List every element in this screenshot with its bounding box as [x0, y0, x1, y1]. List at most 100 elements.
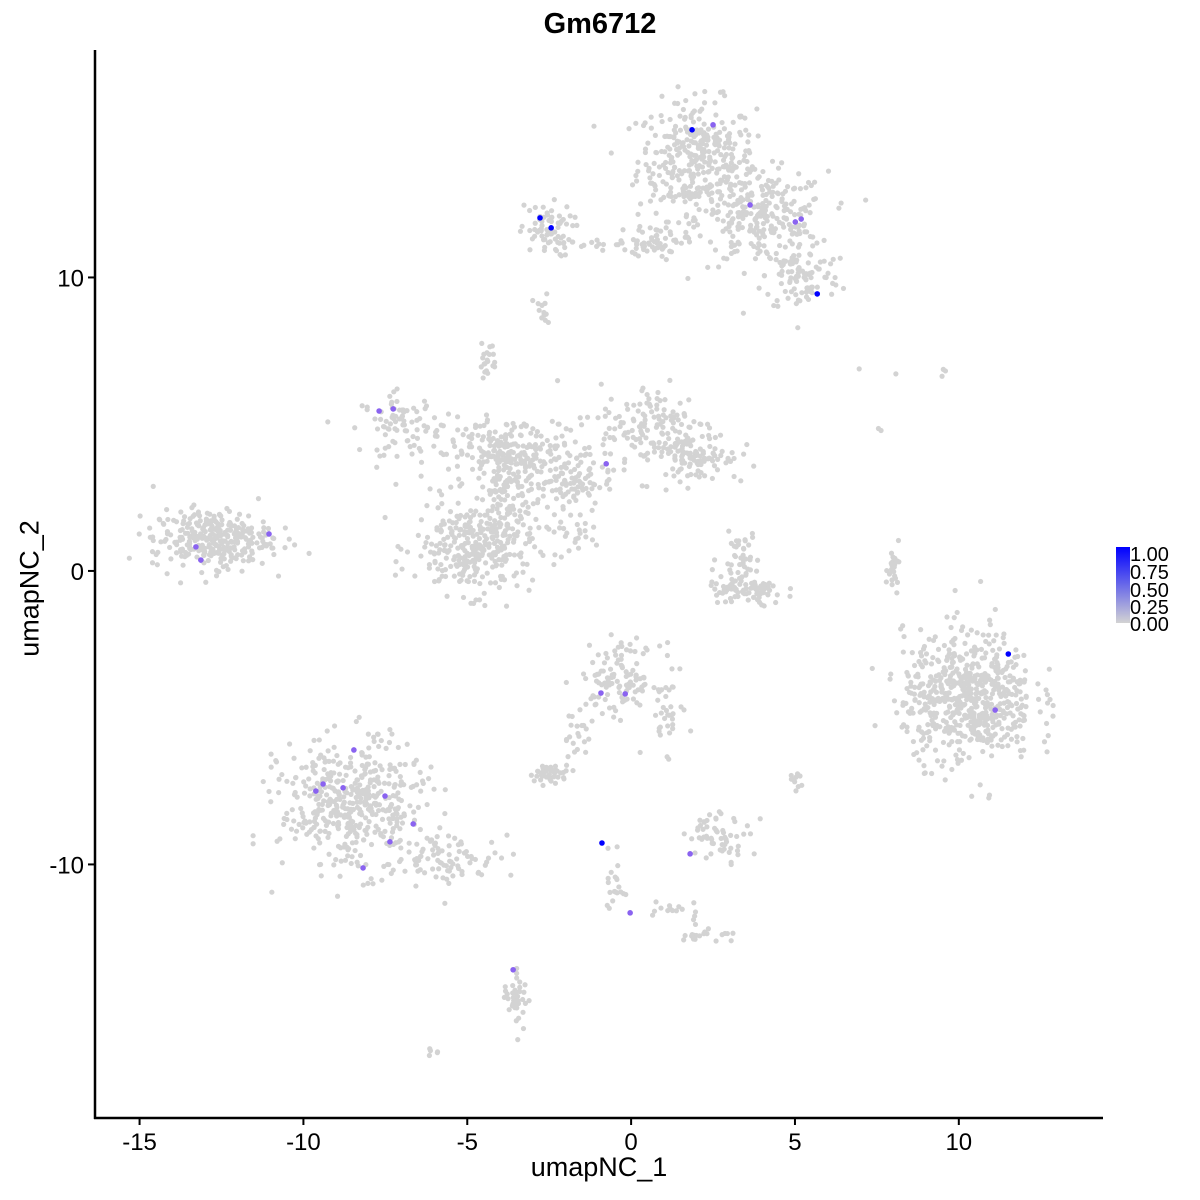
cell-point [434, 527, 440, 533]
cell-point [250, 841, 256, 847]
cell-point [969, 793, 975, 799]
cell-point [693, 932, 700, 939]
cell-point [602, 450, 608, 456]
cell-point [490, 363, 496, 369]
cell-point [663, 693, 669, 700]
cell-point [761, 243, 767, 249]
cell-point [590, 460, 597, 466]
cell-point [440, 518, 446, 524]
cell-point [1001, 734, 1008, 740]
cell-point [522, 465, 529, 471]
cell-point [743, 210, 750, 216]
cell-point [482, 602, 488, 609]
cell-point [923, 651, 930, 657]
cell-point [667, 248, 673, 255]
cell-point [544, 504, 551, 510]
cell-point [356, 714, 362, 720]
cell-point [742, 538, 748, 544]
cell-point [904, 728, 910, 735]
cell-point [514, 583, 520, 589]
cell-point [797, 241, 803, 248]
cell-point [600, 668, 606, 674]
cell-point [364, 404, 370, 410]
cell-point [436, 866, 442, 872]
cell-point [593, 678, 600, 684]
expressed-cell-point [510, 966, 516, 973]
cell-point [930, 697, 936, 703]
cell-point [952, 653, 958, 659]
cell-point [755, 133, 761, 139]
cell-point [340, 777, 346, 784]
cell-point [541, 247, 548, 254]
cell-point [532, 226, 538, 233]
cell-point [544, 437, 550, 444]
cell-point [654, 232, 660, 238]
cell-point [424, 503, 430, 509]
cell-point [363, 795, 369, 801]
cell-point [703, 855, 709, 861]
cell-point [921, 763, 927, 769]
cell-point [734, 848, 741, 854]
cell-point [618, 238, 624, 244]
cell-point [621, 467, 627, 473]
cell-point [990, 647, 996, 653]
cell-point [982, 710, 989, 717]
cell-point [741, 157, 747, 163]
cell-point [300, 825, 306, 831]
cell-point [594, 237, 600, 243]
cell-point [326, 851, 332, 857]
cell-point [775, 303, 781, 309]
cell-point [790, 253, 797, 259]
cell-point [653, 210, 659, 216]
cell-point [832, 274, 838, 281]
cell-point [593, 542, 600, 548]
cell-point [995, 742, 1001, 748]
cell-point [335, 843, 342, 849]
cell-point [709, 458, 716, 464]
cell-point [662, 397, 668, 403]
cell-point [891, 561, 897, 567]
cell-point [639, 688, 646, 694]
cell-point [414, 409, 420, 415]
cell-point [545, 449, 551, 455]
cell-point [382, 432, 388, 438]
cell-point [368, 876, 374, 882]
cell-point [562, 533, 568, 539]
cell-point [382, 514, 388, 521]
cell-point [447, 509, 454, 515]
cell-point [712, 586, 718, 592]
cell-point [946, 647, 952, 653]
cell-point [206, 544, 212, 550]
cell-point [370, 881, 376, 887]
cell-point [736, 220, 742, 227]
cell-point [536, 525, 542, 531]
cell-point [243, 536, 249, 542]
cell-point [918, 627, 924, 633]
cell-point [634, 661, 640, 667]
cell-point [725, 561, 731, 567]
cell-point [282, 525, 288, 531]
cell-point [260, 778, 266, 785]
legend-tick: 1.00 [1130, 544, 1169, 566]
cell-point [744, 441, 750, 448]
cell-point [504, 492, 511, 499]
cell-point [971, 727, 977, 733]
cell-point [686, 143, 692, 149]
cell-point [954, 609, 960, 616]
cell-point [441, 547, 447, 553]
cell-point [665, 144, 671, 150]
cell-point [431, 443, 437, 449]
cell-point [1001, 640, 1007, 646]
cell-point [208, 553, 214, 559]
cell-point [676, 177, 682, 183]
cell-point [448, 563, 454, 569]
cell-point [965, 722, 971, 728]
cell-point [417, 853, 423, 860]
cell-point [732, 553, 739, 560]
cell-point [728, 181, 734, 187]
cell-point [693, 157, 699, 163]
cell-point [381, 780, 388, 786]
cell-point [435, 566, 441, 572]
cell-point [357, 446, 363, 453]
cell-point [929, 717, 935, 723]
